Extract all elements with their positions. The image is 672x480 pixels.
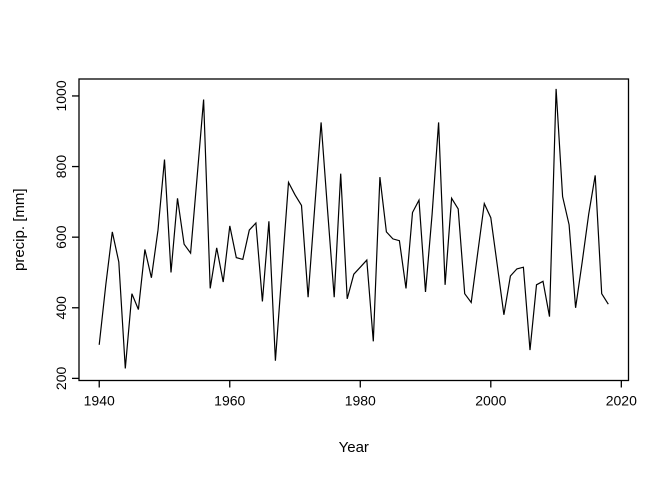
x-tick-label: 1980	[345, 393, 376, 409]
x-tick-label: 2020	[606, 393, 637, 409]
y-tick-label: 800	[53, 155, 69, 179]
y-tick-label: 1000	[53, 80, 69, 111]
y-tick-label: 400	[53, 296, 69, 320]
y-tick-label: 600	[53, 225, 69, 249]
x-tick-label: 2000	[475, 393, 506, 409]
y-tick-label: 200	[53, 366, 69, 390]
plot-box	[78, 78, 630, 382]
x-axis: 1940 1960 1980 2000 2020	[84, 380, 637, 409]
precip-data-line	[98, 88, 609, 369]
y-axis: 200 400 600 800 1000	[53, 80, 79, 390]
x-axis-label: Year	[339, 439, 369, 456]
y-axis-label: precip. [mm]	[11, 188, 28, 271]
x-tick-label: 1940	[84, 393, 115, 409]
x-tick-label: 1960	[214, 393, 245, 409]
